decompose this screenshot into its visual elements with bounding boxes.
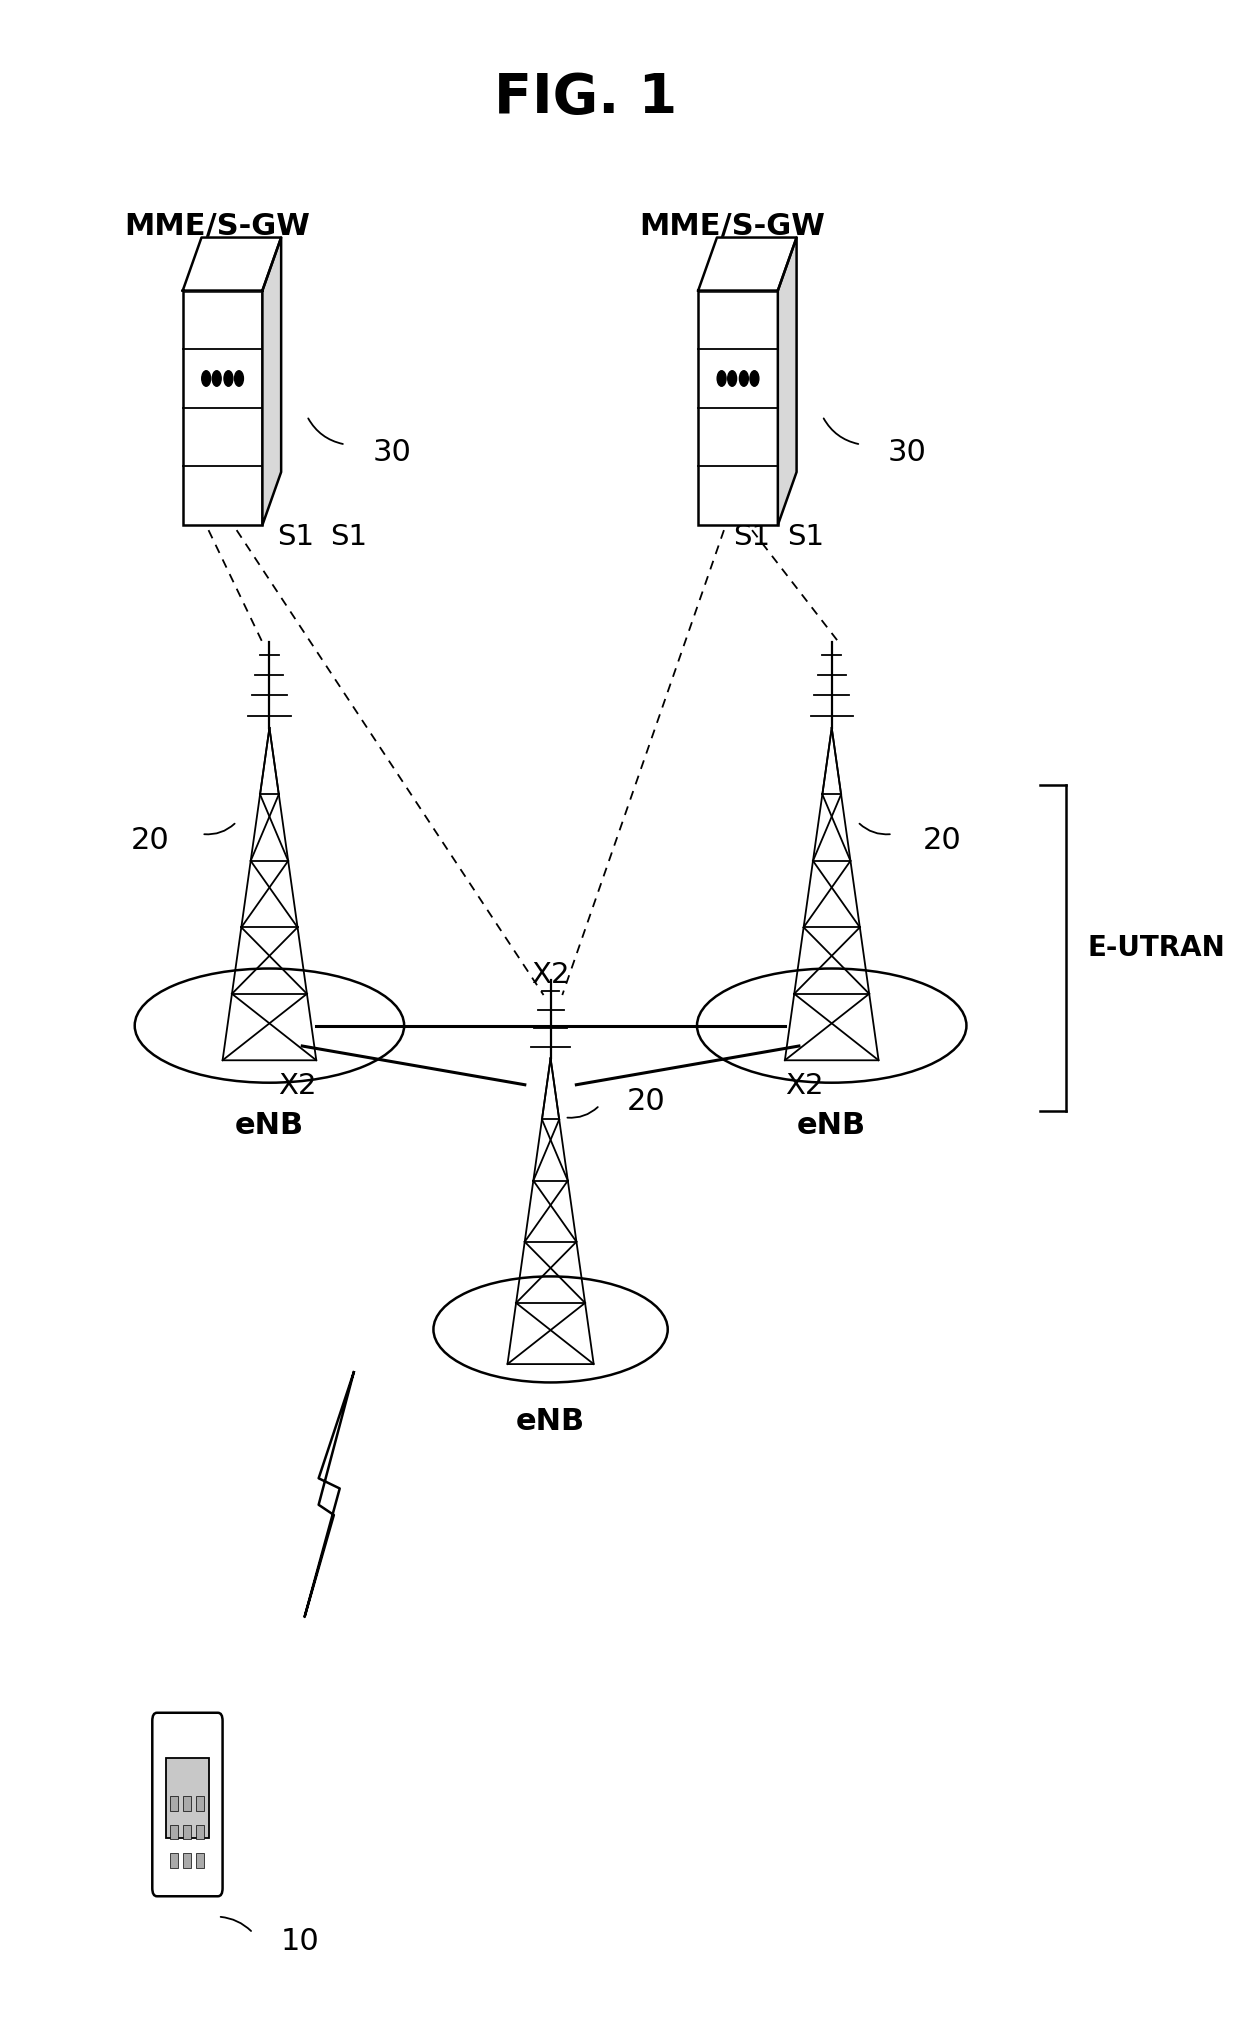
Circle shape [739,371,748,385]
Polygon shape [698,237,796,290]
Bar [182,1796,191,1811]
Circle shape [728,371,737,385]
Text: 20: 20 [131,826,170,854]
Text: X2: X2 [531,960,570,989]
Text: 20: 20 [626,1087,666,1115]
Text: S1: S1 [331,522,367,551]
Text: 30: 30 [372,438,412,467]
Text: E-UTRAN: E-UTRAN [1087,934,1225,962]
Text: eNB: eNB [234,1111,304,1140]
Text: S1: S1 [734,522,770,551]
Text: S1: S1 [277,522,314,551]
Polygon shape [305,1372,353,1617]
Circle shape [717,371,727,385]
Bar [182,290,263,524]
Text: X2: X2 [785,1073,823,1099]
Text: S1: S1 [787,522,825,551]
Text: X2: X2 [278,1073,316,1099]
Text: 30: 30 [888,438,926,467]
Circle shape [750,371,759,385]
Text: FIG. 1: FIG. 1 [494,71,677,124]
Circle shape [212,371,221,385]
Text: MME/S-GW: MME/S-GW [639,212,825,241]
Polygon shape [777,237,796,524]
Polygon shape [263,237,281,524]
Text: 20: 20 [923,826,962,854]
Bar [196,1825,203,1839]
Bar [698,290,777,524]
Polygon shape [182,237,281,290]
Bar [196,1796,203,1811]
Bar [165,1758,210,1837]
Text: 10: 10 [281,1927,320,1955]
FancyBboxPatch shape [153,1713,222,1896]
Bar [170,1825,179,1839]
Bar [170,1853,179,1868]
Text: eNB: eNB [797,1111,867,1140]
Text: MME/S-GW: MME/S-GW [124,212,310,241]
Circle shape [202,371,211,385]
Bar [182,1853,191,1868]
Circle shape [234,371,243,385]
Circle shape [224,371,233,385]
Bar [182,1825,191,1839]
Bar [196,1853,203,1868]
Text: eNB: eNB [516,1407,585,1435]
Bar [170,1796,179,1811]
